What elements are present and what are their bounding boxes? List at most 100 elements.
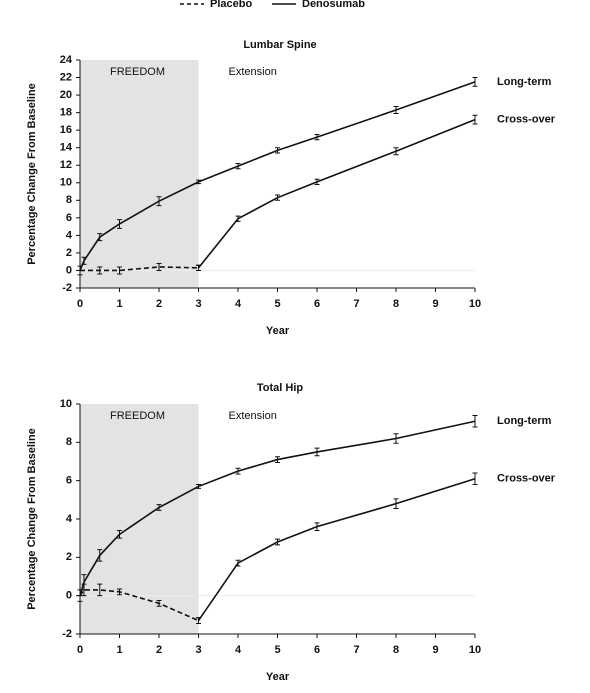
x-tick-label: 3 — [195, 298, 201, 310]
error-bar — [275, 538, 280, 546]
region-label: FREEDOM — [110, 410, 165, 422]
error-bar — [117, 219, 122, 229]
x-tick-label: 4 — [235, 644, 242, 656]
x-tick-label: 10 — [469, 644, 481, 656]
x-tick-label: 1 — [116, 298, 122, 310]
x-tick-label: 10 — [469, 298, 481, 310]
y-tick-label: 22 — [60, 71, 72, 83]
y-tick-label: 2 — [66, 551, 72, 563]
y-tick-label: 10 — [60, 398, 72, 410]
y-tick-label: 20 — [60, 89, 72, 101]
series-label: Cross-over — [497, 473, 556, 485]
error-bar — [196, 617, 201, 624]
y-axis-label: Percentage Change From Baseline — [26, 83, 38, 265]
x-axis-label: Year — [266, 325, 290, 337]
x-tick-label: 0 — [77, 644, 83, 656]
error-bar — [235, 467, 241, 475]
region-label: FREEDOM — [110, 66, 165, 78]
y-tick-label: 0 — [66, 264, 72, 276]
region-label: Extension — [229, 410, 277, 422]
error-bar — [314, 134, 320, 141]
x-tick-label: 9 — [432, 298, 438, 310]
legend-label: Placebo — [210, 0, 252, 10]
region-label: Extension — [229, 66, 277, 78]
series-label: Cross-over — [497, 114, 556, 126]
error-bar — [81, 574, 87, 591]
error-bar — [196, 264, 201, 271]
error-bar — [117, 530, 122, 539]
x-tick-label: 5 — [274, 644, 280, 656]
x-tick-label: 5 — [274, 298, 280, 310]
error-bar — [97, 266, 103, 275]
y-tick-label: -2 — [62, 628, 72, 640]
series-line — [197, 477, 476, 622]
error-bar — [472, 472, 478, 485]
x-tick-label: 8 — [393, 644, 399, 656]
error-bar — [235, 162, 241, 170]
error-bar — [472, 415, 478, 428]
x-axis-label: Year — [266, 671, 290, 683]
x-tick-label: 4 — [235, 298, 242, 310]
y-tick-label: 8 — [66, 436, 72, 448]
error-bar — [314, 447, 320, 457]
error-bar — [117, 588, 122, 596]
region — [80, 60, 199, 288]
series-line — [79, 589, 199, 622]
y-axis-label: Percentage Change From Baseline — [26, 428, 38, 610]
error-bar — [156, 262, 162, 271]
y-tick-label: 4 — [66, 229, 73, 241]
y-tick-label: 18 — [60, 107, 72, 119]
error-bar — [117, 266, 122, 275]
error-bar — [472, 114, 478, 125]
error-bar — [196, 179, 201, 185]
x-tick-label: 1 — [116, 644, 122, 656]
x-tick-label: 0 — [77, 298, 83, 310]
x-tick-label: 3 — [195, 644, 201, 656]
error-bar — [314, 178, 320, 186]
error-bar — [97, 549, 103, 562]
x-tick-label: 6 — [314, 298, 320, 310]
error-bar — [97, 583, 103, 597]
y-tick-label: 16 — [60, 124, 72, 136]
y-tick-label: 24 — [60, 54, 73, 66]
x-tick-label: 8 — [393, 298, 399, 310]
legend-label: Denosumab — [302, 0, 365, 10]
y-tick-label: 8 — [66, 194, 72, 206]
error-bar — [275, 456, 280, 463]
error-bar — [393, 105, 399, 114]
error-bar — [235, 559, 241, 567]
y-tick-label: 12 — [60, 159, 72, 171]
error-bar — [235, 215, 241, 222]
x-tick-label: 7 — [353, 644, 359, 656]
error-bar — [156, 196, 162, 207]
chart-title: Lumbar Spine — [243, 39, 316, 51]
series-label: Long-term — [497, 415, 552, 427]
error-bar — [156, 599, 162, 607]
y-tick-label: -2 — [62, 282, 72, 294]
x-tick-label: 2 — [156, 644, 162, 656]
y-tick-label: 6 — [66, 475, 72, 487]
y-tick-label: 6 — [66, 212, 72, 224]
y-tick-label: 2 — [66, 247, 72, 259]
error-bar — [81, 256, 87, 265]
y-tick-label: 0 — [66, 590, 72, 602]
error-bar — [472, 77, 478, 87]
error-bar — [393, 433, 399, 444]
x-tick-label: 7 — [353, 298, 359, 310]
error-bar — [97, 233, 103, 242]
region — [80, 404, 199, 634]
series-line — [197, 118, 476, 269]
x-tick-label: 9 — [432, 644, 438, 656]
error-bar — [196, 484, 201, 489]
series-label: Long-term — [497, 76, 552, 88]
error-bar — [393, 147, 399, 156]
error-bar — [275, 147, 280, 154]
chart-title: Total Hip — [257, 382, 304, 394]
error-bar — [156, 504, 162, 511]
error-bar — [393, 498, 399, 509]
x-tick-label: 2 — [156, 298, 162, 310]
y-tick-label: 14 — [60, 142, 73, 154]
series-line — [80, 266, 199, 272]
